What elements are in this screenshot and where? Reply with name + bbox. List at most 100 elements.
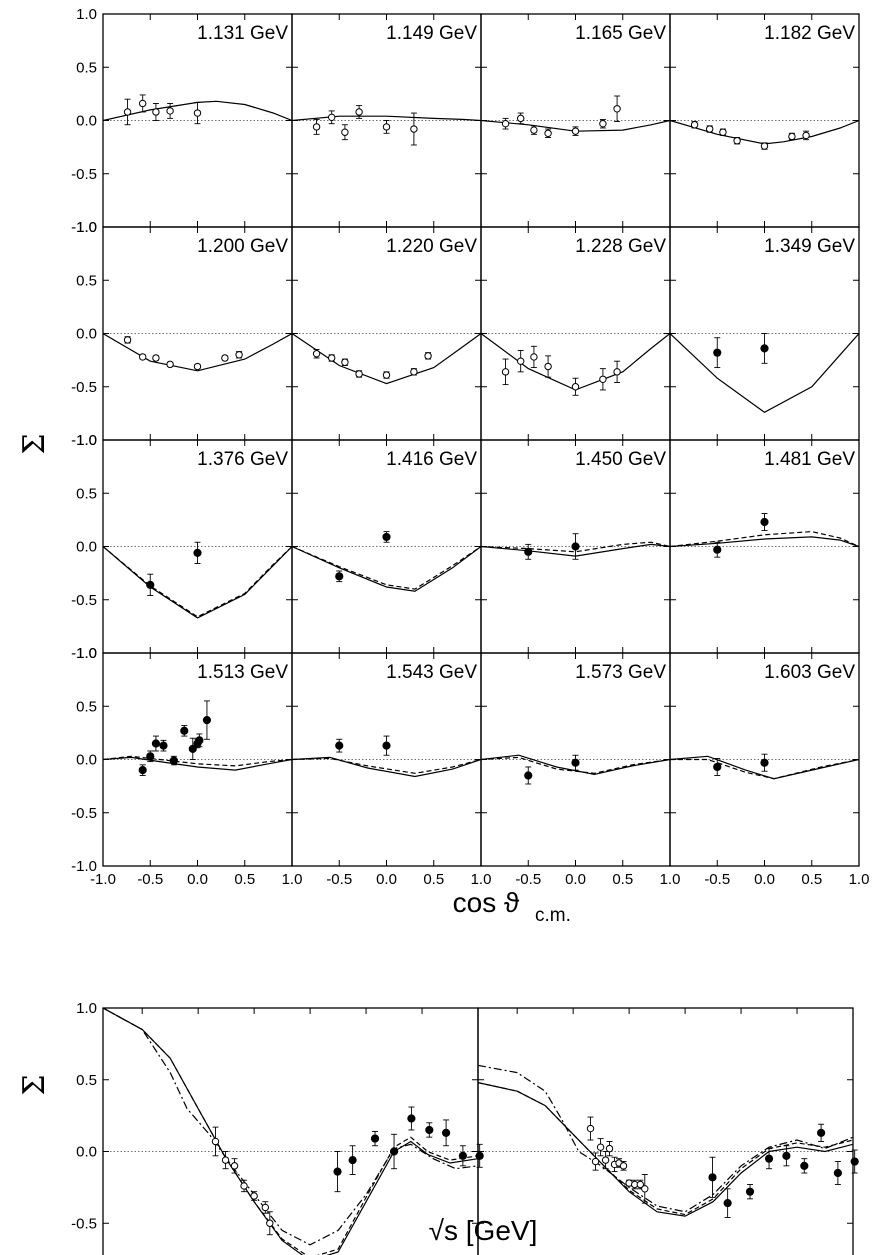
filled-data-point xyxy=(723,1199,732,1208)
filled-data-point xyxy=(333,1167,342,1176)
solid-curve xyxy=(103,546,292,619)
open-data-point xyxy=(760,142,769,150)
open-data-point xyxy=(327,354,336,362)
solid-curve xyxy=(670,536,859,548)
y-tick-label: 0.0 xyxy=(76,113,97,130)
open-data-point xyxy=(530,353,538,361)
filled-data-point xyxy=(571,758,580,767)
x-tick-label: 0.0 xyxy=(376,871,397,888)
open-data-point xyxy=(802,131,810,140)
open-data-point xyxy=(382,371,391,379)
open-data-point xyxy=(586,1124,595,1133)
x-tick-label: 1.0 xyxy=(849,871,870,888)
filled-data-point xyxy=(850,1157,859,1166)
panel-energy-label: 1.416 GeV xyxy=(386,449,477,470)
solid-curve xyxy=(292,756,481,778)
dashed-curve xyxy=(292,545,481,590)
panel-energy-label: 1.376 GeV xyxy=(197,449,288,470)
panel-energy-label: 1.349 GeV xyxy=(764,236,855,257)
panel-energy-label: 1.481 GeV xyxy=(764,449,855,470)
open-data-point xyxy=(571,383,580,391)
solid-curve xyxy=(670,755,859,780)
dashdot-curve xyxy=(478,1064,853,1213)
filled-data-point xyxy=(138,766,147,775)
open-data-point xyxy=(719,128,727,136)
open-data-point xyxy=(123,108,132,116)
y-tick-label: 0.0 xyxy=(76,752,97,769)
open-data-point xyxy=(601,1156,610,1164)
open-data-point xyxy=(596,1143,605,1151)
filled-data-point xyxy=(389,1147,399,1156)
open-data-point xyxy=(591,1157,600,1166)
solid-curve xyxy=(481,543,670,557)
panel-energy-label: 1.220 GeV xyxy=(386,236,477,257)
open-data-point xyxy=(240,1182,248,1190)
dashed-curve xyxy=(481,756,670,774)
open-data-point xyxy=(382,123,391,131)
y-tick-label: -0.5 xyxy=(71,592,97,609)
filled-data-point xyxy=(713,762,722,772)
filled-data-point xyxy=(524,547,533,556)
panel-frame xyxy=(102,1007,479,1255)
filled-data-point xyxy=(407,1114,416,1123)
open-data-point xyxy=(152,108,160,116)
y-tick-label: 0.0 xyxy=(76,1144,97,1161)
open-data-point xyxy=(221,1156,230,1164)
open-data-point xyxy=(341,128,349,136)
panel-9: 1.416 GeV xyxy=(291,439,482,654)
open-data-point xyxy=(235,351,243,359)
filled-data-point xyxy=(760,344,769,353)
solid-curve xyxy=(103,1008,478,1255)
x-tick-label: 1.0 xyxy=(282,871,303,888)
solid-curve xyxy=(670,333,859,414)
x-tick-label: 0.5 xyxy=(612,871,633,888)
panel-12: -1.0-0.50.00.51.0-1.0 -0.5 0.0 0.5 1.01.513 … xyxy=(71,645,302,888)
filled-data-point xyxy=(782,1151,791,1160)
filled-data-point xyxy=(760,758,769,767)
y-axis-title-bottom: Σ xyxy=(17,1074,52,1095)
filled-data-point xyxy=(475,1151,484,1160)
open-data-point xyxy=(230,1162,239,1170)
open-data-point xyxy=(544,129,552,137)
filled-data-point xyxy=(458,1151,467,1160)
panel-energy-label: 1.573 GeV xyxy=(575,662,666,683)
dashed-curve xyxy=(103,1008,478,1255)
x-tick-label: 0.0 xyxy=(754,871,775,888)
panel-energy-label: 1.513 GeV xyxy=(197,662,288,683)
filled-data-point xyxy=(146,580,155,589)
filled-data-point xyxy=(193,548,202,557)
x-tick-label: -0.5 xyxy=(515,871,541,888)
y-tick-label: 0.5 xyxy=(76,272,97,289)
open-data-point xyxy=(355,370,363,378)
filled-data-point xyxy=(335,572,344,581)
open-data-point xyxy=(312,350,321,358)
y-tick-label: 0.5 xyxy=(76,1072,97,1089)
filled-data-point xyxy=(524,771,533,780)
solid-curve xyxy=(103,756,292,771)
filled-data-point xyxy=(202,715,212,725)
dashed-curve xyxy=(670,758,859,780)
y-tick-label: 1.0 xyxy=(76,645,97,662)
open-data-point xyxy=(250,1192,258,1200)
panel-4: -1.0 -0.5 0.0 0.5 1.0 1.200 GeV xyxy=(71,219,293,449)
open-data-point xyxy=(516,357,525,365)
x-tick-label: 1.0 xyxy=(660,871,681,888)
panel-energy-label: 1.200 GeV xyxy=(197,236,288,257)
y-tick-label: 1.0 xyxy=(76,6,97,23)
filled-data-point xyxy=(441,1128,451,1137)
filled-data-point xyxy=(180,726,189,735)
panel-energy-label: 1.603 GeV xyxy=(764,662,855,683)
panel-energy-label: 1.543 GeV xyxy=(386,662,477,683)
panel-14: -0.5 0.0 0.5 1.0 1.573 GeV xyxy=(480,652,681,888)
filled-data-point xyxy=(146,752,155,761)
x-axis-title-subscript: c.m. xyxy=(535,905,571,926)
x-axis-title-bottom: √s [GeV] xyxy=(429,1215,538,1246)
open-data-point xyxy=(193,109,202,117)
open-data-point xyxy=(599,119,607,128)
open-data-point xyxy=(788,132,796,141)
panel-7: 1.349 GeV xyxy=(669,226,860,441)
open-data-point xyxy=(619,1162,628,1170)
solid-curve xyxy=(103,100,292,122)
y-tick-label: -1.0 xyxy=(71,219,97,236)
